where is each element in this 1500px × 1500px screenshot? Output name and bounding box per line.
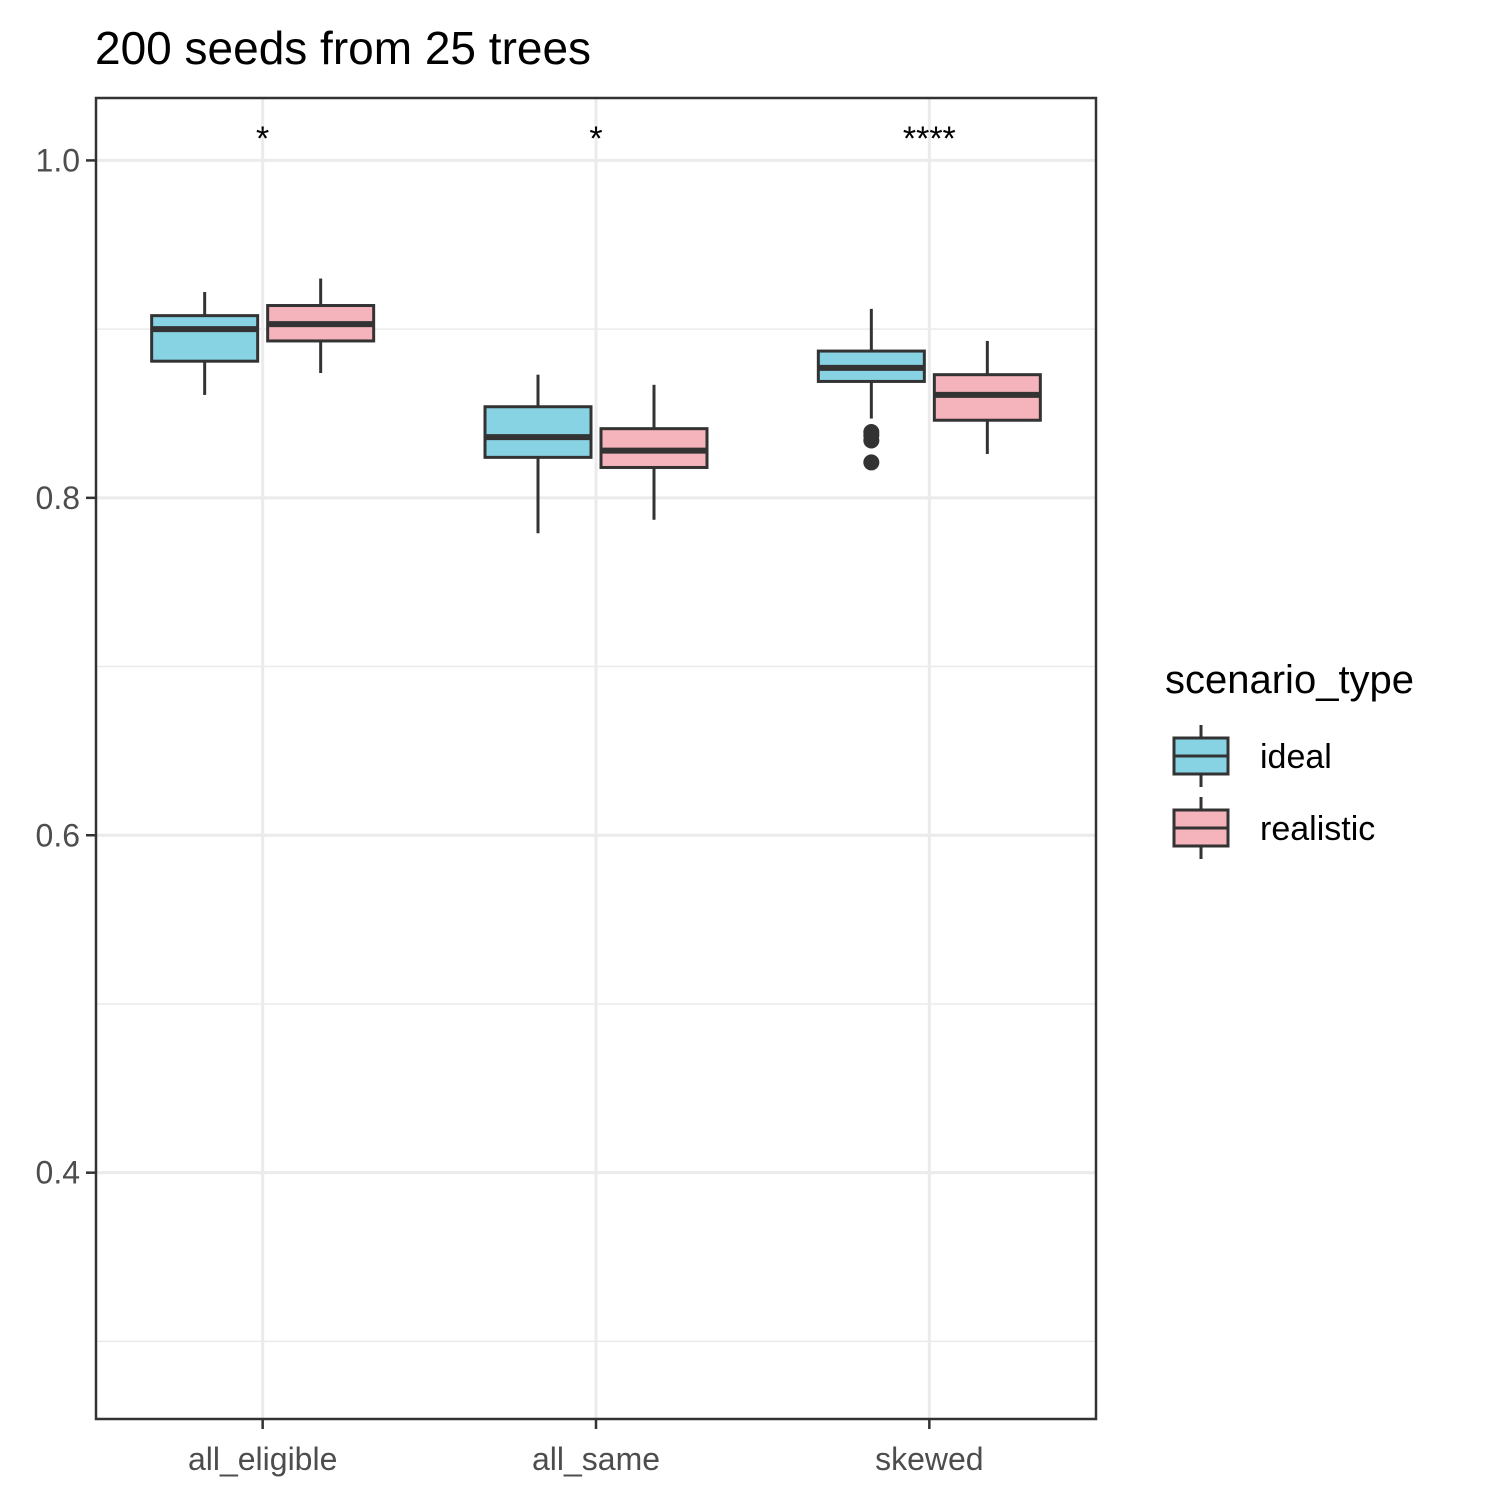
y-tick-label: 0.6	[36, 817, 80, 853]
legend-label-realistic: realistic	[1260, 810, 1375, 848]
box-iqr	[150, 314, 260, 363]
box-ideal-all_same	[483, 374, 593, 534]
significance-label: ****	[903, 120, 956, 158]
significance-label: *	[256, 120, 269, 158]
legend-title: scenario_type	[1165, 658, 1414, 702]
y-tick-label: 1.0	[36, 142, 80, 178]
outlier-point	[863, 454, 880, 471]
x-tick-label: all_same	[532, 1441, 660, 1477]
x-tick-label: skewed	[875, 1441, 984, 1477]
x-tick-label: all_eligible	[188, 1441, 337, 1477]
box-realistic-all_same	[599, 384, 709, 520]
legend-label-ideal: ideal	[1260, 738, 1332, 776]
legend-key-realistic	[1172, 797, 1230, 859]
significance-label: *	[589, 120, 602, 158]
y-tick-label: 0.8	[36, 480, 80, 516]
box-iqr	[483, 405, 593, 459]
box-realistic-skewed	[932, 340, 1042, 454]
legend: scenario_type ideal realistic	[1165, 658, 1414, 859]
chart-title: 200 seeds from 25 trees	[95, 22, 591, 74]
box-ideal-all_eligible	[150, 292, 260, 395]
box-ideal-skewed	[816, 308, 926, 471]
legend-key-ideal	[1172, 725, 1230, 787]
box-realistic-all_eligible	[266, 278, 376, 373]
y-tick-label: 0.4	[36, 1155, 80, 1191]
outlier-point	[863, 424, 880, 441]
